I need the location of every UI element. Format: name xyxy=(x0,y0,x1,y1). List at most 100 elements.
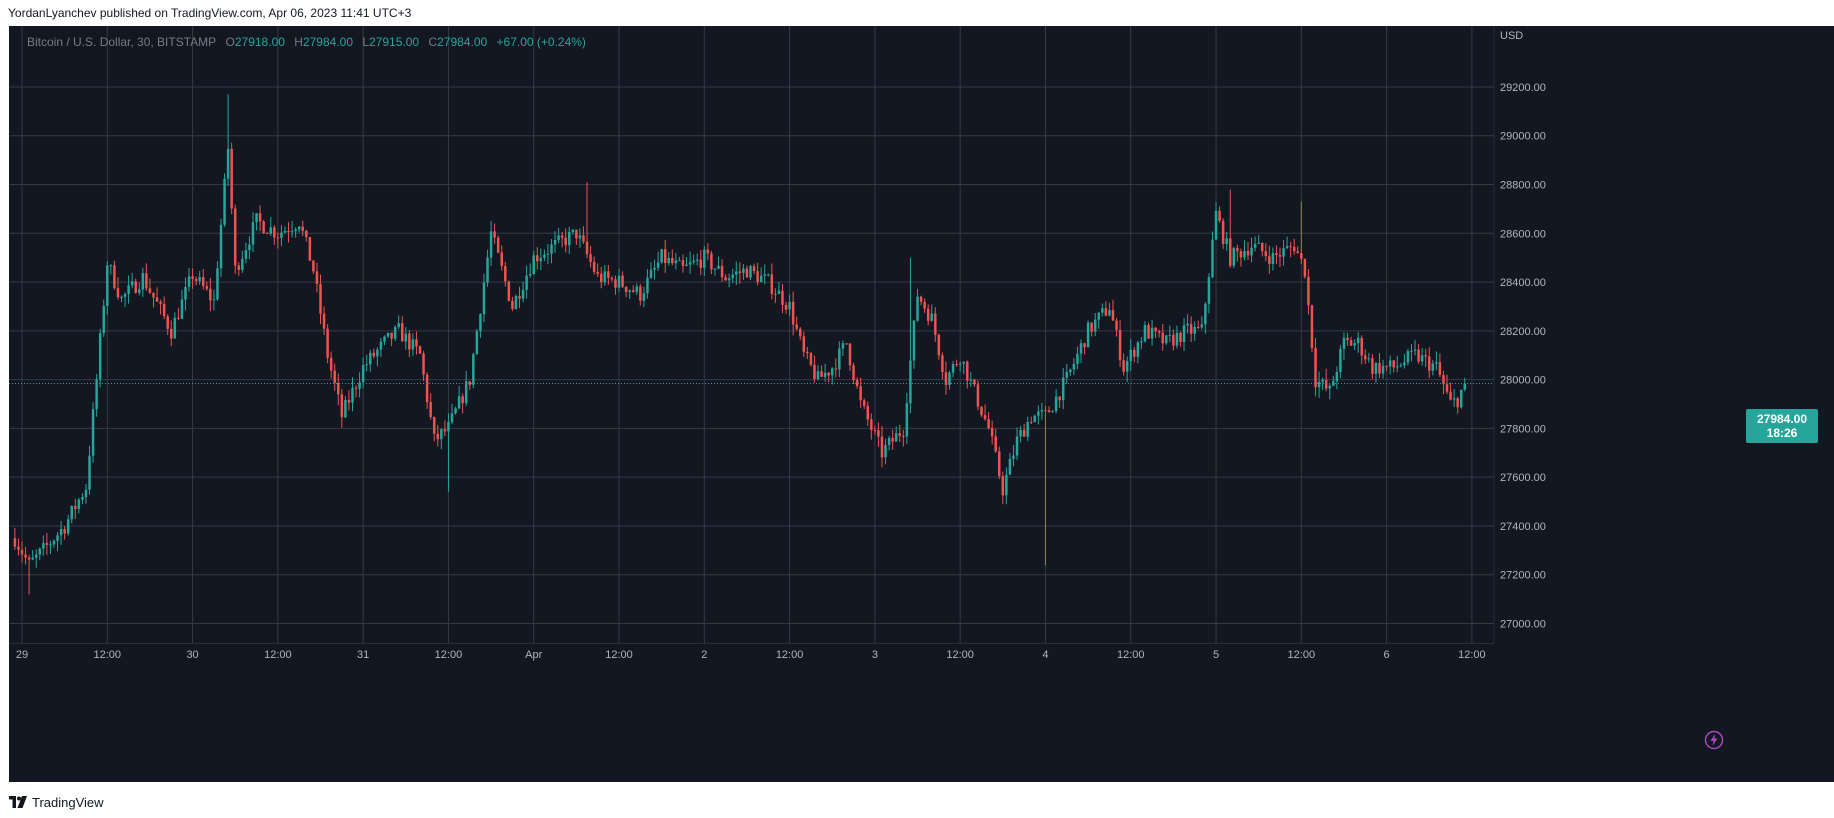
time-axis-label: 30 xyxy=(186,649,198,661)
candle-body xyxy=(425,374,429,403)
candle-body xyxy=(1332,381,1335,386)
candle-body xyxy=(198,277,201,281)
candle-body xyxy=(1378,363,1381,374)
candle-body xyxy=(1428,356,1431,371)
candle-body xyxy=(1339,349,1342,373)
candle-body xyxy=(870,419,873,430)
candle-body xyxy=(1037,411,1040,416)
candle-body xyxy=(791,301,795,325)
candle-body xyxy=(1197,326,1200,328)
candle-body xyxy=(379,341,383,350)
candle-body xyxy=(354,387,358,389)
candle-body xyxy=(891,437,894,442)
candle-body xyxy=(706,249,710,254)
candle-body xyxy=(511,300,514,309)
published-text: YordanLyanchev published on TradingView.… xyxy=(8,6,412,20)
candle-body xyxy=(852,365,855,381)
legend-symbol[interactable]: Bitcoin / U.S. Dollar, 30, BITSTAMP xyxy=(27,35,217,49)
candle-body xyxy=(294,229,297,232)
candle-body xyxy=(113,265,116,289)
candle-body xyxy=(1324,379,1328,389)
candle-body xyxy=(528,274,532,276)
time-axis-label: 12:00 xyxy=(435,649,463,661)
candle-body xyxy=(738,271,742,273)
candle-body xyxy=(265,233,269,235)
candle-body xyxy=(123,293,127,297)
candle-body xyxy=(1424,355,1427,357)
candle-body xyxy=(1403,362,1406,366)
candle-body xyxy=(219,224,223,269)
candle-body xyxy=(408,333,411,350)
candle-body xyxy=(582,235,585,242)
candle-body xyxy=(653,267,656,270)
candle-body xyxy=(1211,239,1214,278)
candle-body xyxy=(1019,429,1022,437)
candle-body xyxy=(177,317,180,319)
candle-body xyxy=(1232,247,1236,266)
candle-body xyxy=(841,343,845,349)
price-axis-label: 28000.00 xyxy=(1500,375,1546,387)
candle-body xyxy=(1218,210,1221,221)
chart-pane[interactable]: 27000.00 27200.00 27400.00 27600.00 27800.00… xyxy=(9,26,1834,782)
candle-body xyxy=(432,417,436,434)
candle-body xyxy=(237,265,241,270)
candle-body xyxy=(1214,210,1218,240)
candle-body xyxy=(802,336,806,352)
candle-body xyxy=(816,371,820,379)
candle-body xyxy=(102,305,105,334)
time-axis-label: 4 xyxy=(1042,649,1048,661)
candle-body xyxy=(1189,323,1193,334)
candle-body xyxy=(585,241,589,255)
candle-body xyxy=(1356,337,1360,344)
candle-body xyxy=(1229,238,1232,266)
price-axis-label: 27600.00 xyxy=(1500,472,1546,484)
candle-body xyxy=(457,396,461,409)
candle-body xyxy=(116,288,120,298)
candle-body xyxy=(603,271,607,283)
candle-body xyxy=(223,178,226,225)
candle-body xyxy=(1246,251,1250,256)
last-price-value: 27984.00 xyxy=(1756,412,1808,426)
candle-body xyxy=(809,353,813,365)
candle-body xyxy=(479,314,482,332)
candle-body xyxy=(877,430,880,437)
candle-body xyxy=(1101,308,1104,313)
candle-body xyxy=(120,296,123,298)
candle-body xyxy=(251,222,255,245)
candle-body xyxy=(1431,363,1435,371)
candle-body xyxy=(31,557,34,560)
candle-body xyxy=(674,260,678,264)
candle-body xyxy=(663,249,667,263)
time-axis-label: 3 xyxy=(872,649,878,661)
candle-body xyxy=(244,249,248,259)
legend-open-label: O xyxy=(225,35,235,49)
candle-body xyxy=(1260,242,1264,252)
time-axis-label: 12:00 xyxy=(605,649,633,661)
candle-body xyxy=(1392,360,1395,368)
candle-body xyxy=(607,271,610,278)
candle-body xyxy=(948,372,951,385)
candle-body xyxy=(710,253,713,270)
candle-body xyxy=(248,244,251,250)
candle-body xyxy=(774,294,777,296)
candlestick-chart[interactable]: 27000.00 27200.00 27400.00 27600.00 27800.00… xyxy=(9,26,1834,782)
candle-body xyxy=(201,277,205,287)
candle-body xyxy=(337,382,340,395)
candle-body xyxy=(1282,248,1285,257)
candle-body xyxy=(1296,251,1300,254)
candle-body xyxy=(827,372,830,376)
candle-body xyxy=(276,237,280,239)
candle-body xyxy=(1221,220,1225,244)
candle-body xyxy=(795,324,798,329)
candle-body xyxy=(461,396,464,404)
candle-body xyxy=(429,402,432,418)
legend-close-value: 27984.00 xyxy=(437,35,488,49)
candle-body xyxy=(1047,410,1051,413)
candle-body xyxy=(1029,422,1033,424)
candle-body xyxy=(415,339,418,347)
candle-body xyxy=(326,328,329,358)
candle-body xyxy=(1243,251,1246,258)
lightning-icon[interactable] xyxy=(1704,730,1724,750)
candle-body xyxy=(1054,396,1058,412)
candle-body xyxy=(369,352,372,365)
